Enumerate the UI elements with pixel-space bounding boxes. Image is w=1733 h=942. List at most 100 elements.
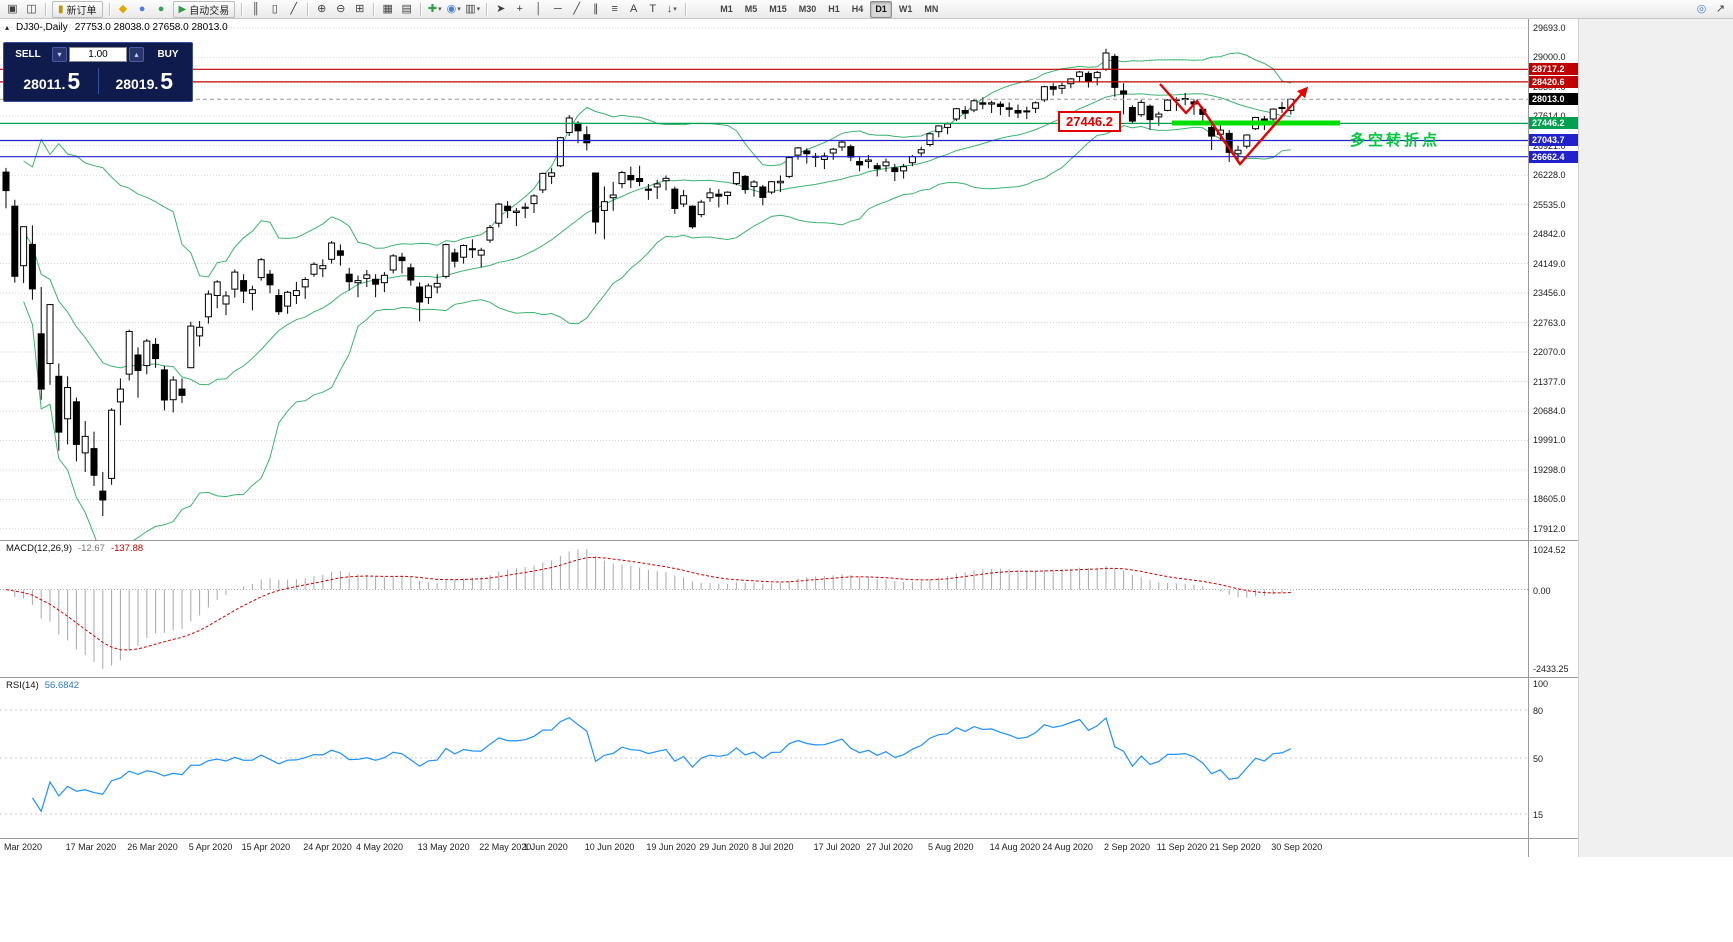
vertical-line-tool-icon[interactable]: │: [535, 2, 543, 15]
candle-body: [697, 201, 705, 216]
buy-label[interactable]: BUY: [157, 48, 179, 60]
date-label: 22 May 2020: [479, 842, 532, 852]
chart-profiles-icon[interactable]: ◫: [26, 2, 37, 15]
price-chart-canvas[interactable]: [0, 19, 1528, 540]
candle-body: [460, 245, 468, 258]
crosshair-tool-icon[interactable]: +: [516, 2, 523, 15]
buy-price-button[interactable]: 28019. 5: [115, 67, 174, 94]
zoom-in-icon[interactable]: ⊕: [317, 2, 327, 15]
candlestick-chart-type-icon[interactable]: ▯: [271, 2, 278, 15]
text-tool-icon[interactable]: A: [630, 2, 638, 15]
turning-point-note[interactable]: 多空转折点: [1350, 132, 1441, 149]
candle-body: [926, 133, 934, 146]
rsi-panel: RSI(14) 56.6842: [0, 677, 1528, 838]
price-callout-label[interactable]: 27446.2: [1058, 111, 1121, 132]
candle-body: [336, 250, 344, 256]
timeframe-button-h1[interactable]: H1: [828, 3, 840, 14]
candle-body: [451, 252, 459, 262]
channel-tool-icon[interactable]: ∥: [592, 2, 599, 15]
new-order-button[interactable]: ▮ 新订单: [52, 0, 103, 18]
candle-body: [583, 134, 591, 144]
dropdown-arrow-icon: ▾: [476, 5, 481, 13]
scroll-to-latest-icon[interactable]: ↗: [1715, 2, 1726, 15]
timeframe-button-mn[interactable]: MN: [924, 3, 939, 14]
rsi-label: RSI(14) 56.6842: [6, 680, 80, 691]
candle-body: [671, 188, 679, 210]
signals-icon[interactable]: ●: [157, 2, 165, 15]
price-axis-label: 26228.0: [1533, 170, 1566, 181]
candle-body: [1023, 110, 1031, 113]
candle-body: [275, 295, 283, 313]
tile-windows-icon[interactable]: ⊞: [355, 2, 365, 15]
timeframe-button-m1[interactable]: M1: [720, 3, 733, 14]
candle-body: [759, 186, 767, 198]
candle-body: [979, 102, 987, 105]
horizontal-line-tool-icon[interactable]: ─: [553, 2, 562, 15]
strategy-tester-icon[interactable]: ▦: [382, 2, 393, 15]
toolbar-separator: [373, 2, 375, 16]
search-icon[interactable]: ◎: [1696, 2, 1707, 15]
volume-decrease-button[interactable]: ▾: [52, 46, 67, 62]
candle-body: [187, 325, 195, 369]
trend-arrow[interactable]: [1159, 83, 1309, 166]
trendline-tool-icon[interactable]: ╱: [573, 2, 581, 15]
price-axis-label: 21377.0: [1533, 376, 1566, 387]
market-icon[interactable]: ●: [138, 2, 146, 15]
volume-input[interactable]: 1.00: [69, 46, 127, 62]
candle-body: [776, 180, 784, 184]
candle-body: [521, 206, 529, 209]
timeframe-button-m15[interactable]: M15: [769, 3, 787, 14]
candle-body: [1076, 71, 1084, 77]
candle-body: [407, 267, 415, 281]
date-label: 19 Jun 2020: [646, 842, 696, 852]
candle-body: [548, 172, 556, 177]
fibonacci-tool-icon[interactable]: ≡: [611, 2, 618, 15]
sell-price-button[interactable]: 28011. 5: [23, 67, 81, 94]
zoom-out-icon[interactable]: ⊖: [336, 2, 346, 15]
sell-price: 28011.: [23, 75, 66, 92]
candle-body: [653, 183, 661, 188]
candle-body: [970, 100, 978, 111]
candle-body: [864, 159, 872, 162]
rsi-canvas[interactable]: [0, 678, 1528, 838]
volume-increase-button[interactable]: ▴: [129, 46, 144, 62]
sell-label[interactable]: SELL: [15, 48, 41, 60]
dropdown-arrow-icon: ▾: [673, 5, 677, 13]
price-axis[interactable]: 29693.029000.028307.027614.026921.026228…: [1528, 19, 1578, 857]
data-window-icon[interactable]: ▤: [401, 2, 412, 15]
date-label: 11 Sep 2020: [1156, 842, 1208, 852]
bar-chart-type-icon[interactable]: ║: [251, 2, 260, 15]
arrows-tool-button[interactable]: ↓ ▾: [666, 2, 677, 15]
line-chart-type-icon[interactable]: ╱: [290, 2, 298, 15]
date-label: Mar 2020: [4, 842, 43, 852]
timeframe-button-m30[interactable]: M30: [798, 3, 817, 14]
macd-canvas[interactable]: [0, 541, 1528, 677]
candle-body: [688, 205, 696, 228]
template-button[interactable]: ▥ ▾: [465, 2, 481, 15]
candle-body: [996, 103, 1004, 107]
date-label: 10 Jun 2020: [584, 842, 635, 852]
new-chart-icon[interactable]: ▣: [7, 2, 18, 15]
mql5-community-icon[interactable]: ◆: [118, 2, 128, 15]
autotrade-button[interactable]: ▶ 自动交易: [172, 0, 236, 18]
price-axis-label: 19298.0: [1533, 464, 1566, 475]
add-indicator-button[interactable]: ✚ ▾: [427, 2, 442, 15]
bollinger-lower-band[interactable]: [23, 125, 1291, 540]
timeframe-button-h4[interactable]: H4: [851, 3, 864, 14]
date-label: 8 Jul 2020: [752, 842, 794, 852]
cursor-tool-icon[interactable]: ➤: [496, 2, 506, 15]
timeframe-button-d1[interactable]: D1: [870, 0, 892, 18]
candle-body: [64, 387, 72, 420]
timeframe-button-w1[interactable]: W1: [898, 3, 913, 14]
timeframe-button-m5[interactable]: M5: [744, 3, 758, 14]
one-click-toggle-icon[interactable]: ▴: [5, 23, 10, 32]
candle-body: [644, 188, 652, 191]
label-tool-icon[interactable]: T: [649, 2, 657, 15]
add-object-button[interactable]: ◉ ▾: [446, 2, 461, 15]
candle-body: [81, 435, 89, 454]
date-axis[interactable]: Mar 2020 17 Mar 2020 26 Mar 2020 5 Apr 2020…: [0, 838, 1528, 857]
candle-body: [266, 273, 274, 286]
bollinger-middle-band[interactable]: [23, 93, 1291, 386]
price-badge: 28420.6: [1529, 75, 1578, 88]
